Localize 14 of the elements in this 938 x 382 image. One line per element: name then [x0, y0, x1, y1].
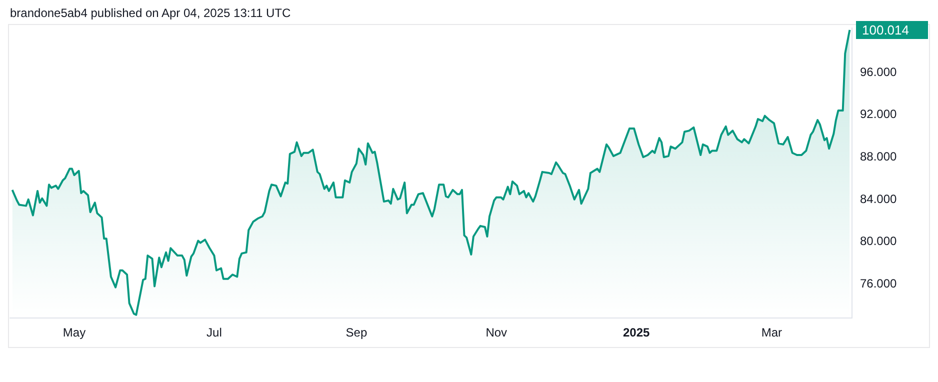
- x-tick-label: 2025: [622, 326, 650, 340]
- y-tick-label: 92.000: [860, 107, 898, 122]
- text: 100.014: [862, 22, 909, 38]
- x-tick-label: Nov: [486, 326, 508, 340]
- x-tick-label: Jul: [206, 326, 222, 340]
- y-tick-label: 84.000: [860, 192, 898, 206]
- y-tick-label: 80.000: [860, 234, 898, 248]
- text: brandone5ab4 published on Apr 04, 2025 13:11 UTC: [10, 6, 291, 20]
- x-tick-label: May: [62, 326, 86, 340]
- y-tick-label: 76.000: [860, 276, 898, 290]
- y-tick-label: 88.000: [860, 149, 898, 164]
- y-tick-label: 96.000: [860, 64, 898, 79]
- x-tick-label: Sep: [346, 326, 368, 340]
- x-tick-label: Mar: [761, 326, 782, 340]
